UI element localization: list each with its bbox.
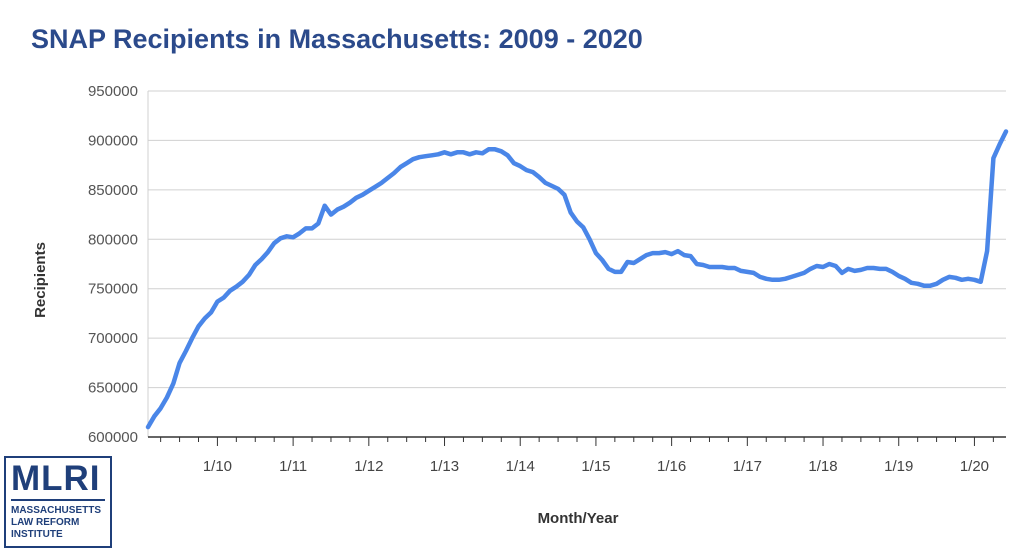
series-line xyxy=(145,129,1009,430)
y-tick-label: 950000 xyxy=(88,83,138,100)
x-tick-label: 1/10 xyxy=(203,458,232,475)
y-tick-label: 600000 xyxy=(88,429,138,446)
y-tick-label: 850000 xyxy=(88,182,138,199)
x-tick-label: 1/15 xyxy=(581,458,610,475)
y-tick-label: 700000 xyxy=(88,330,138,347)
y-axis-tick-labels: 600000 650000 700000 750000 800000 850000 9000… xyxy=(88,83,138,446)
chart-title: SNAP Recipients in Massachusetts: 2009 -… xyxy=(31,24,643,54)
gridlines xyxy=(147,90,1006,437)
x-tick-label: 1/19 xyxy=(884,458,913,475)
x-tick-label: 1/14 xyxy=(506,458,535,475)
logo-wordmark: MLRI xyxy=(11,459,101,498)
y-tick-label: 750000 xyxy=(88,281,138,298)
x-tick-label: 1/12 xyxy=(354,458,383,475)
x-tick-label: 1/16 xyxy=(657,458,686,475)
logo-line-1: MASSACHUSETTS xyxy=(11,505,102,516)
x-tick-label: 1/13 xyxy=(430,458,459,475)
logo-line-3: INSTITUTE xyxy=(11,529,63,540)
series-layer xyxy=(145,129,1009,430)
y-tick-label: 650000 xyxy=(88,380,138,397)
x-tick-label: 1/20 xyxy=(960,458,989,475)
y-tick-label: 800000 xyxy=(88,231,138,248)
y-axis-title: Recipients xyxy=(32,242,49,318)
mlri-logo: MLRI MASSACHUSETTS LAW REFORM INSTITUTE xyxy=(4,456,112,548)
x-tick-label: 1/18 xyxy=(808,458,837,475)
x-axis-title: Month/Year xyxy=(538,510,619,527)
x-tick-label: 1/17 xyxy=(733,458,762,475)
logo-line-2: LAW REFORM xyxy=(11,517,80,528)
y-tick-label: 900000 xyxy=(88,132,138,149)
x-tick-label: 1/11 xyxy=(279,458,307,475)
logo-divider xyxy=(11,499,105,501)
x-axis: 1/10 1/11 1/12 1/13 1/14 1/15 1/16 1/17 1/18 1/19… xyxy=(148,436,1006,475)
